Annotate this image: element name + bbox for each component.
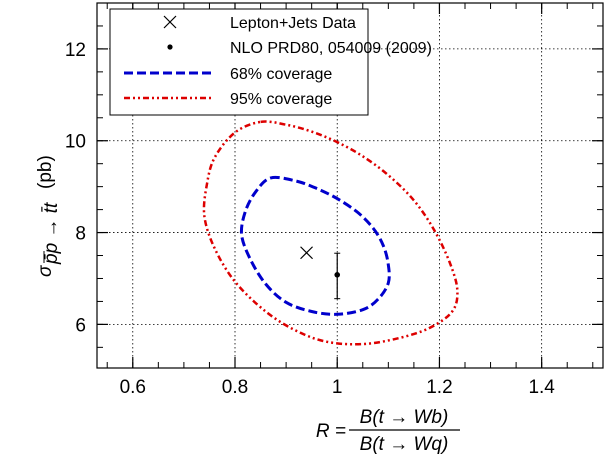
x-tick-label: 0.6 (120, 377, 146, 398)
x-axis-title: R = B(t → Wb) B(t → Wq) (316, 407, 460, 455)
data-marker-x (300, 246, 313, 260)
x-tick-label: 1.4 (528, 377, 555, 398)
y-axis-symbol: σ (35, 264, 56, 277)
legend: Lepton+Jets Data NLO PRD80, 054009 (2009… (109, 8, 432, 116)
x-tick-label: 0.8 (222, 377, 248, 398)
data-points (300, 246, 341, 300)
contour-95-coverage (202, 120, 459, 346)
y-tick-label: 8 (75, 224, 86, 245)
legend-label-nlo: NLO PRD80, 054009 (2009) (230, 40, 432, 57)
nlo-point (334, 271, 341, 278)
x-tick-label: 1.2 (426, 377, 452, 398)
x-tick-label: 1 (332, 377, 343, 398)
plot-frame (96, 2, 604, 369)
y-axis-title: σ p̄p → t̄t (pb) (35, 155, 62, 277)
legend-label-95: 95% coverage (230, 91, 332, 108)
y-tick-label: 12 (65, 40, 86, 61)
contour-68-coverage (239, 175, 391, 316)
legend-label-68: 68% coverage (230, 66, 332, 83)
y-axis-subscript: p̄p → t̄t (41, 202, 62, 265)
legend-marker-x (163, 15, 177, 29)
x-axis-prefix: R = (316, 421, 346, 442)
x-axis-denominator: B(t → Wq) (360, 434, 449, 455)
contours (202, 120, 459, 346)
legend-label-data: Lepton+Jets Data (230, 15, 356, 32)
y-axis-unit: (pb) (35, 155, 56, 189)
y-tick-label: 6 (75, 315, 86, 336)
legend-marker-dot (167, 44, 173, 50)
x-axis-numerator: B(t → Wb) (360, 407, 449, 428)
y-tick-label: 10 (65, 132, 86, 153)
axis-ticks: 0.6 0.8 1 1.2 1.4 6 8 10 12 (65, 2, 603, 398)
